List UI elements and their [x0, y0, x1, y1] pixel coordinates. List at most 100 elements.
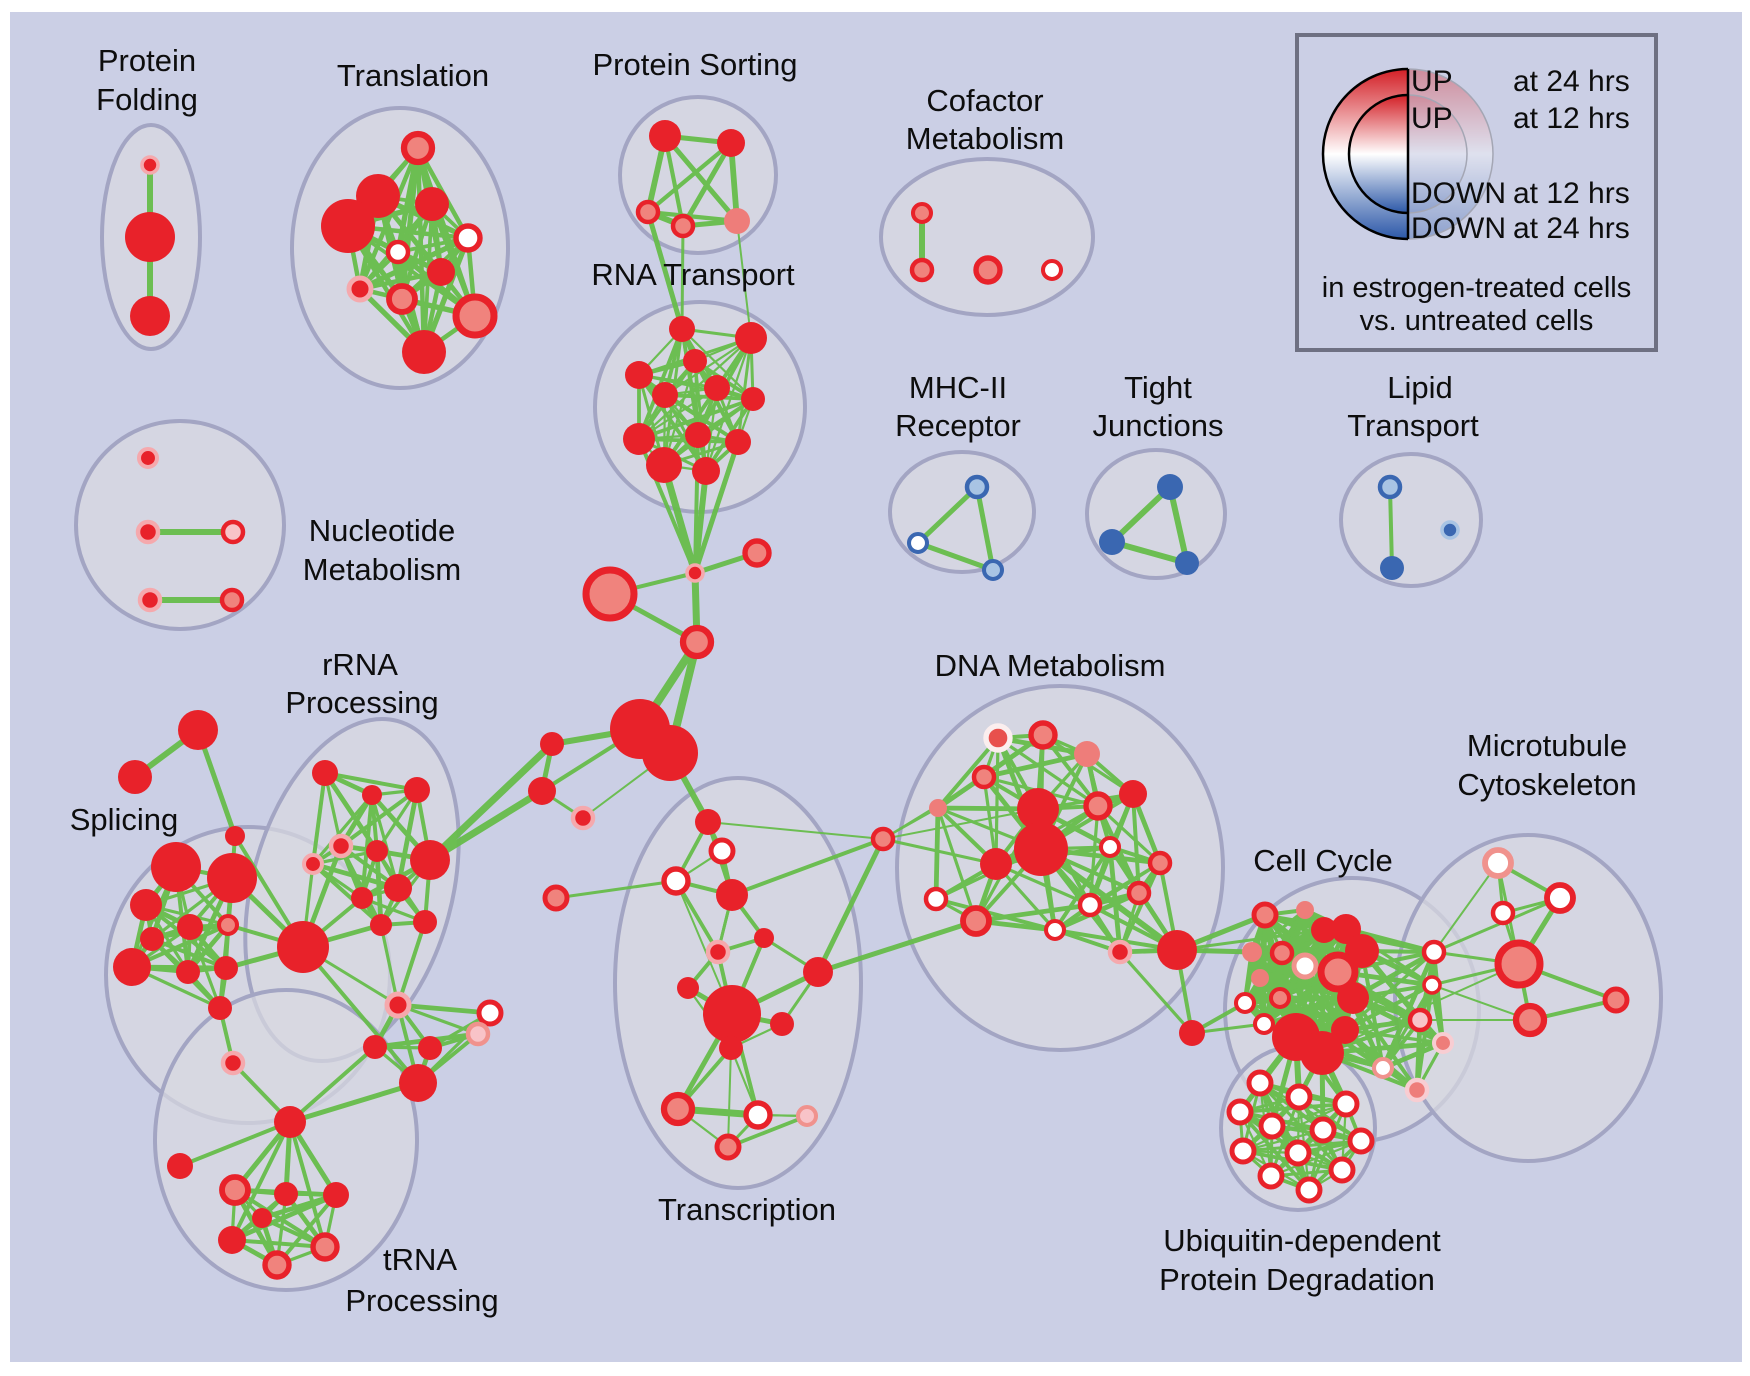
- gene-node-transcription: [660, 1091, 696, 1127]
- gene-node-trna: [323, 1182, 349, 1208]
- edge: [882, 808, 1039, 840]
- cluster-ellipse-cofactor: [879, 157, 1095, 317]
- gene-node-rrna: [362, 785, 382, 805]
- cluster-label-transcription: Transcription: [658, 1192, 836, 1227]
- edge: [1343, 950, 1436, 1032]
- edge: [645, 209, 740, 224]
- edge: [396, 920, 427, 1007]
- cluster-label-ubiquitin: Ubiquitin-dependent: [1163, 1223, 1441, 1258]
- gene-node-rna_transport: [692, 457, 720, 485]
- gene-node-cell: [1251, 969, 1269, 987]
- gene-node-rrna: [351, 887, 373, 909]
- gene-node-translation: [402, 330, 446, 374]
- gene-node-translation: [452, 293, 498, 339]
- gene-node-transcription: [716, 879, 748, 911]
- edge: [311, 862, 383, 927]
- edge: [150, 937, 228, 970]
- edge: [736, 220, 752, 339]
- cluster-label-cell: Cell Cycle: [1253, 843, 1393, 878]
- gene-node-rrna: [277, 921, 329, 973]
- gene-node-rrna: [370, 914, 392, 936]
- cluster-label-translation: Translation: [337, 58, 489, 93]
- legend-up12-dir: UP: [1411, 102, 1453, 135]
- gene-node-rrna: [418, 1036, 442, 1060]
- gene-node-cell: [1371, 1056, 1395, 1080]
- gene-node-rna_transport: [704, 375, 730, 401]
- gene-node-splicing: [208, 996, 232, 1020]
- gene-node-trna: [252, 1208, 272, 1228]
- gene-node-dna: [1077, 892, 1103, 918]
- edge: [660, 461, 699, 577]
- cluster-labels: Protein Folding Translation Protein Sorting…: [70, 43, 1637, 1318]
- legend-caption-line1: in estrogen-treated cells: [1321, 272, 1632, 304]
- gene-node-dna: [960, 905, 992, 937]
- gene-node-ubiquitin: [1328, 1156, 1356, 1184]
- gene-node-translation: [415, 187, 449, 221]
- gene-node-splicing: [216, 913, 240, 937]
- cluster-label-lipid: Lipid: [1387, 370, 1453, 405]
- gene-node-rna_transport: [646, 447, 682, 483]
- edge: [815, 918, 979, 975]
- edge: [994, 736, 1000, 866]
- gene-node-dna: [1157, 930, 1197, 970]
- cluster-ellipse-mhc: [888, 450, 1036, 574]
- gene-node-ubiquitin: [1229, 1137, 1257, 1165]
- gene-node-microtubule: [1544, 882, 1576, 914]
- gene-node-splicing: [177, 914, 203, 940]
- cluster-label-cofactor: Metabolism: [906, 121, 1065, 156]
- edge: [288, 1120, 327, 1249]
- legend-up24-dir: UP: [1411, 65, 1453, 98]
- edge: [680, 140, 734, 229]
- edge: [426, 787, 546, 864]
- edge: [974, 484, 996, 573]
- edge: [1343, 1028, 1445, 1045]
- gene-node-transcription: [803, 957, 833, 987]
- gene-node-central: [870, 826, 896, 852]
- cluster-label-microtubule: Cytoskeleton: [1457, 767, 1636, 802]
- edge: [311, 771, 327, 866]
- gene-node-rrna: [413, 910, 437, 934]
- edge: [707, 821, 884, 840]
- edge: [693, 433, 700, 575]
- edge: [637, 397, 755, 441]
- gene-node-dna: [1179, 1020, 1205, 1046]
- gene-node-rna_transport: [725, 429, 751, 455]
- gene-node-dna: [1017, 788, 1059, 830]
- legend-down12-dir: DOWN: [1411, 177, 1506, 210]
- edge: [1118, 861, 1162, 954]
- edge: [1388, 485, 1394, 570]
- gene-node-mhc: [906, 531, 930, 555]
- gene-node-splicing: [207, 853, 257, 903]
- gene-node-dna: [971, 764, 997, 790]
- edge: [680, 224, 685, 331]
- gene-node-central: [528, 777, 556, 805]
- gene-node-ubiquitin: [1309, 1116, 1337, 1144]
- edge: [1269, 1139, 1363, 1178]
- gene-node-protein_folding: [125, 212, 175, 262]
- gene-node-central: [582, 566, 638, 622]
- gene-node-lipid: [1380, 556, 1404, 580]
- gene-node-trna: [274, 1182, 298, 1206]
- edge: [730, 837, 885, 897]
- edge: [301, 945, 420, 1085]
- legend-box: UP at 24 hrs UP at 12 hrs DOWN at 12 hrs…: [1295, 33, 1658, 352]
- gene-node-cell: [1317, 951, 1359, 993]
- gene-node-protein_folding: [140, 155, 160, 175]
- cluster-label-microtubule: Microtubule: [1467, 728, 1627, 763]
- cluster-ellipse-trna: [153, 988, 419, 1292]
- edge: [981, 751, 1090, 780]
- edge: [637, 373, 755, 401]
- cluster-label-ubiquitin: Protein Degradation: [1159, 1262, 1435, 1297]
- cluster-label-trna: tRNA: [383, 1242, 457, 1277]
- gene-node-nucleotide: [219, 587, 245, 613]
- edge: [1432, 896, 1562, 954]
- gene-node-central: [685, 563, 705, 583]
- gene-node-transcription: [770, 1012, 794, 1036]
- gene-node-rrna: [404, 777, 430, 803]
- gene-node-cell: [1296, 901, 1314, 919]
- legend-down24-dir: DOWN: [1411, 212, 1506, 245]
- edge: [1431, 984, 1531, 1021]
- gene-node-dna: [1014, 822, 1068, 876]
- gene-node-rrna: [366, 840, 388, 862]
- gene-node-translation: [321, 199, 375, 253]
